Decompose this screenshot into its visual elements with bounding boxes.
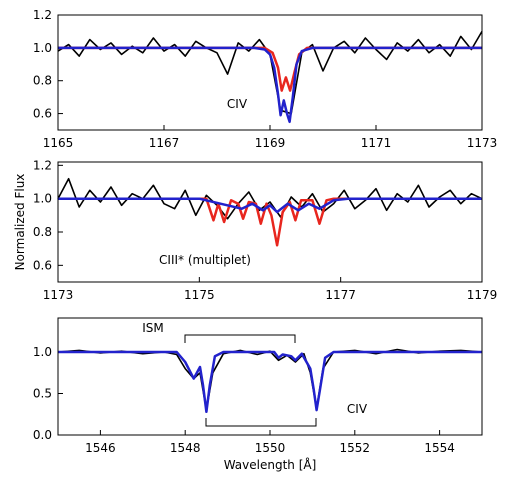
spectrum-line [58, 197, 482, 247]
y-tick-label: 1.2 [33, 158, 52, 172]
y-tick-label: 1.0 [33, 41, 52, 55]
x-tick-label: 1548 [170, 441, 201, 455]
plot-frame [57, 161, 483, 283]
x-tick-label: 1173 [467, 136, 498, 150]
x-tick-label: 1546 [85, 441, 116, 455]
spectrum-line [58, 350, 482, 414]
y-tick-label: 1.0 [33, 192, 52, 206]
y-axis-label: Normalized Flux [13, 174, 27, 271]
plot-frame [57, 317, 483, 436]
x-tick-label: 1171 [361, 136, 392, 150]
y-tick-label: 0.5 [33, 387, 52, 401]
x-tick-label: 1165 [43, 136, 74, 150]
plot-frame [57, 14, 483, 131]
x-tick-label: 1167 [149, 136, 180, 150]
y-tick-label: 0.6 [33, 258, 52, 272]
spectrum-line [58, 46, 482, 124]
x-axis-label: Wavelength [Å] [224, 457, 317, 472]
y-tick-label: 0.0 [33, 428, 52, 442]
y-tick-label: 0.8 [33, 225, 52, 239]
x-tick-label: 1173 [43, 288, 74, 302]
x-tick-label: 1550 [255, 441, 286, 455]
y-tick-label: 0.8 [33, 74, 52, 88]
x-tick-label: 1552 [340, 441, 371, 455]
spectrum-line [57, 348, 483, 411]
y-tick-label: 0.6 [33, 107, 52, 121]
annotation: CIV [227, 97, 248, 111]
civ-bracket [205, 418, 317, 427]
x-tick-label: 1177 [325, 288, 356, 302]
x-tick-label: 1175 [184, 288, 215, 302]
annotation: CIV [347, 402, 368, 416]
annotation: CIII* (multiplet) [159, 253, 251, 267]
ism-bracket [184, 334, 296, 343]
x-tick-label: 1554 [424, 441, 455, 455]
spectrum-line [58, 197, 482, 214]
annotation: ISM [142, 321, 164, 335]
spectrum-line [57, 30, 483, 115]
brackets [184, 334, 317, 427]
y-tick-label: 1.2 [33, 8, 52, 22]
x-tick-label: 1179 [467, 288, 498, 302]
x-tick-label: 1169 [255, 136, 286, 150]
y-tick-label: 1.0 [33, 345, 52, 359]
